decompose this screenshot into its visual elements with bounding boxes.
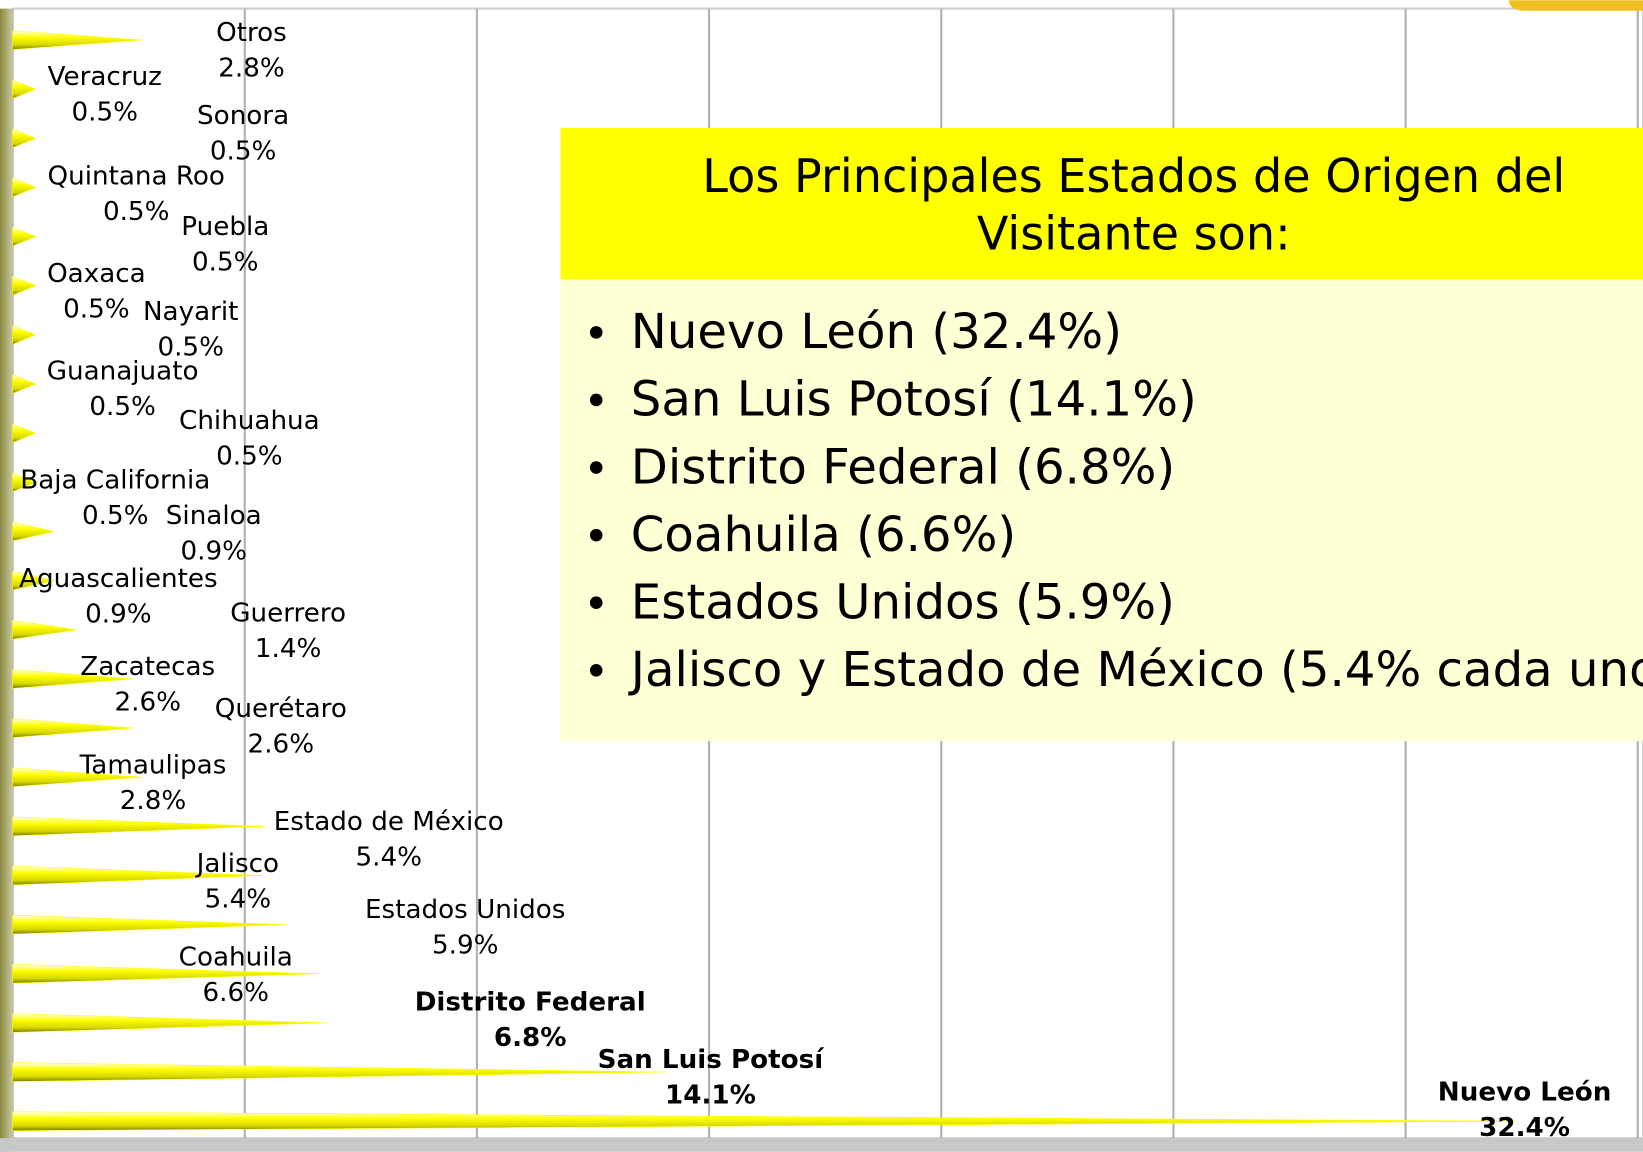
bar bbox=[12, 1062, 668, 1082]
value-label: 5.4% bbox=[355, 843, 422, 873]
value-label: 0.9% bbox=[85, 600, 152, 630]
category-label: Estados Unidos bbox=[365, 895, 565, 925]
category-label: San Luis Potosí bbox=[598, 1045, 826, 1075]
textbox-header bbox=[560, 128, 1643, 279]
category-label: Distrito Federal bbox=[415, 987, 646, 1017]
bullet-dot bbox=[589, 461, 603, 474]
bar bbox=[12, 423, 37, 444]
bullet-dot bbox=[589, 393, 603, 407]
bar bbox=[12, 1013, 329, 1033]
corner-shape bbox=[1508, 0, 1643, 11]
value-label: 5.4% bbox=[205, 885, 272, 915]
category-label: Aguascalientes bbox=[19, 564, 218, 594]
value-label: 6.6% bbox=[202, 978, 269, 1008]
bar bbox=[12, 767, 143, 787]
bullet-dot bbox=[589, 528, 603, 542]
textbox-heading: Los Principales Estados de Origen del bbox=[702, 149, 1565, 203]
bar bbox=[12, 177, 37, 198]
category-label: Otros bbox=[216, 18, 287, 48]
bar bbox=[12, 30, 143, 50]
value-label: 0.5% bbox=[192, 248, 259, 278]
bar bbox=[12, 374, 37, 394]
value-label: 2.8% bbox=[120, 786, 187, 816]
bar bbox=[12, 226, 37, 247]
category-label: Zacatecas bbox=[80, 652, 215, 682]
category-label: Puebla bbox=[181, 212, 269, 242]
value-label: 6.8% bbox=[494, 1023, 567, 1053]
category-label: Nuevo León bbox=[1438, 1077, 1612, 1107]
bar bbox=[12, 669, 134, 689]
bar bbox=[12, 914, 287, 935]
bar bbox=[12, 865, 264, 886]
bar bbox=[12, 79, 37, 99]
bullet-dot bbox=[589, 596, 603, 610]
bar bbox=[12, 325, 37, 345]
value-label: 5.9% bbox=[432, 931, 499, 961]
bar bbox=[12, 570, 55, 591]
category-label: Sonora bbox=[197, 101, 289, 131]
value-label: 1.4% bbox=[255, 634, 322, 664]
value-label: 0.5% bbox=[72, 98, 139, 128]
bar bbox=[12, 472, 37, 493]
axis-wall bbox=[0, 8, 13, 1152]
bar bbox=[12, 128, 37, 149]
category-label: Chihuahua bbox=[179, 406, 320, 436]
value-label: 0.5% bbox=[82, 501, 149, 531]
bar bbox=[12, 275, 37, 296]
bullet-text: Estados Unidos (5.9%) bbox=[631, 574, 1175, 630]
value-label: 0.5% bbox=[157, 332, 224, 362]
value-label: 32.4% bbox=[1479, 1113, 1570, 1143]
bar bbox=[12, 718, 134, 738]
bar bbox=[12, 964, 320, 984]
value-label: 2.8% bbox=[218, 54, 285, 84]
value-label: 0.5% bbox=[210, 136, 277, 166]
value-label: 0.9% bbox=[180, 537, 247, 567]
axis-floor bbox=[0, 1138, 1643, 1152]
value-label: 0.5% bbox=[216, 441, 283, 471]
category-label: Querétaro bbox=[215, 694, 347, 724]
bar bbox=[12, 816, 264, 837]
category-label: Estado de México bbox=[274, 807, 504, 837]
category-label: Tamaulipas bbox=[79, 751, 227, 781]
category-label: Baja California bbox=[20, 466, 210, 496]
bullet-text: Jalisco y Estado de México (5.4% cada un… bbox=[628, 642, 1643, 698]
category-label: Sinaloa bbox=[166, 501, 262, 531]
category-label: Veracruz bbox=[48, 62, 162, 92]
category-label: Nayarit bbox=[143, 297, 239, 327]
category-label: Quintana Roo bbox=[47, 162, 224, 192]
value-label: 2.6% bbox=[248, 730, 315, 760]
value-label: 0.5% bbox=[103, 197, 170, 227]
category-label: Jalisco bbox=[195, 849, 279, 879]
bar bbox=[12, 521, 55, 542]
value-label: 14.1% bbox=[665, 1081, 756, 1111]
bullet-text: Distrito Federal (6.8%) bbox=[631, 439, 1175, 495]
bullet-text: Nuevo León (32.4%) bbox=[631, 304, 1122, 360]
value-label: 0.5% bbox=[89, 392, 156, 422]
value-label: 0.5% bbox=[63, 295, 130, 325]
bullet-text: Coahuila (6.6%) bbox=[631, 507, 1016, 563]
bar bbox=[12, 620, 78, 640]
category-label: Guanajuato bbox=[47, 357, 199, 387]
category-label: Oaxaca bbox=[47, 259, 146, 289]
category-label: Guerrero bbox=[230, 599, 346, 629]
bullet-text: San Luis Potosí (14.1%) bbox=[631, 372, 1197, 428]
category-label: Coahuila bbox=[179, 942, 293, 972]
bullet-dot bbox=[589, 326, 603, 339]
bullet-dot bbox=[589, 664, 603, 677]
value-label: 2.6% bbox=[114, 688, 181, 718]
bar bbox=[12, 1111, 1518, 1131]
textbox-heading: Visitante son: bbox=[977, 207, 1291, 261]
